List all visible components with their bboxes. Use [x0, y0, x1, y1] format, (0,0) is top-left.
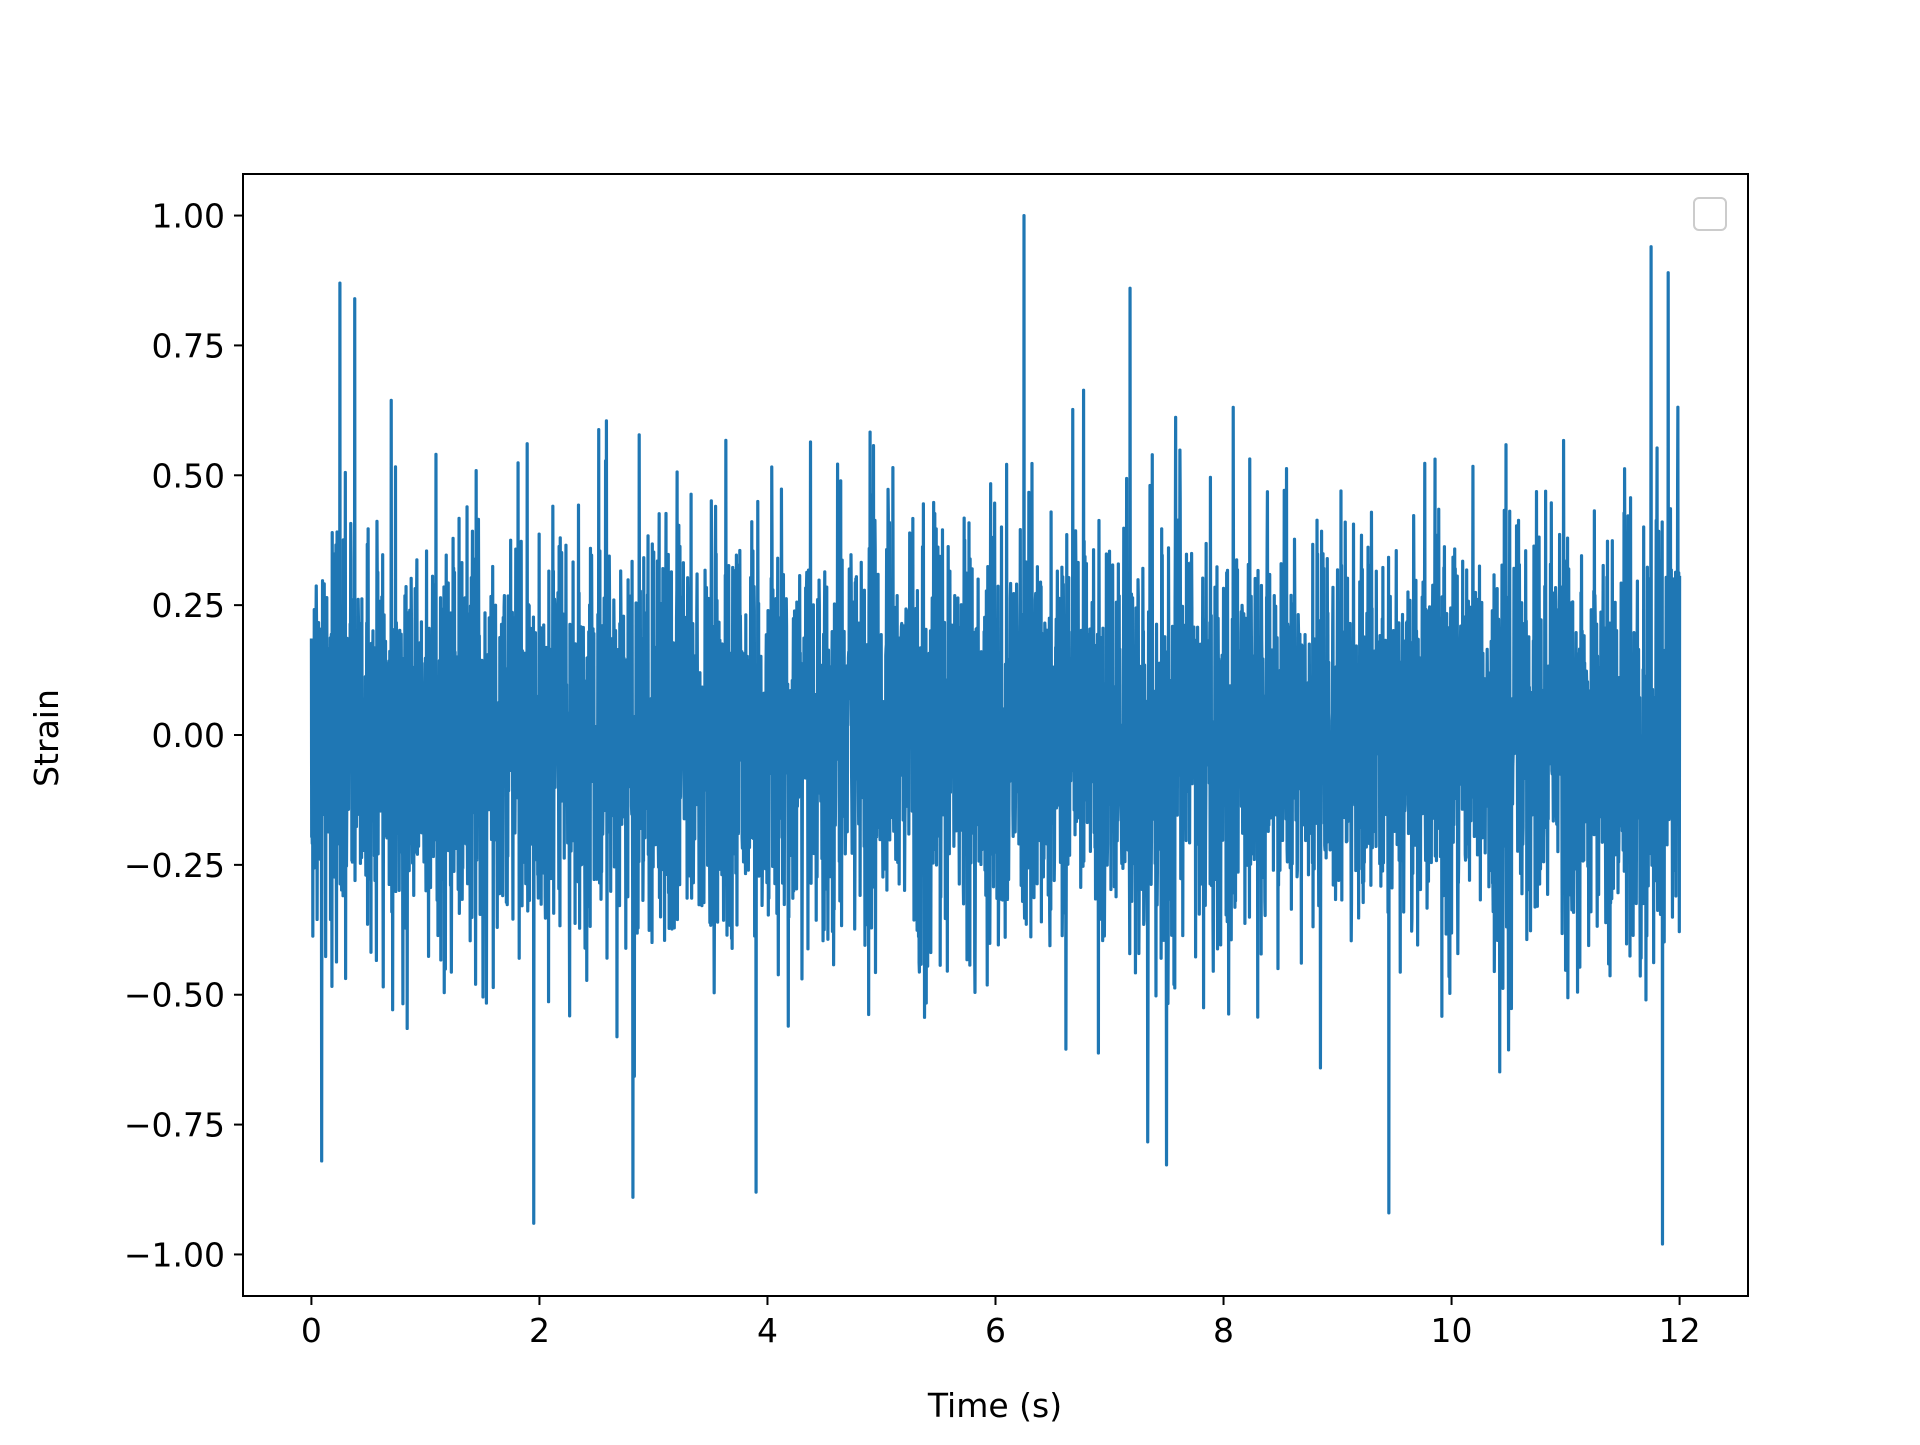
legend: [1693, 197, 1727, 231]
series-layer: [309, 213, 1682, 1246]
y-tick-label: 0.25: [152, 586, 225, 625]
y-tick-label: −1.00: [124, 1235, 225, 1274]
y-tick-label: 0.75: [152, 326, 225, 365]
y-tick-label: −0.25: [124, 846, 225, 885]
x-tick-label: 12: [1659, 1311, 1701, 1350]
y-tick-label: 0.50: [152, 456, 225, 495]
y-tick-label: 1.00: [152, 197, 225, 236]
x-axis-label: Time (s): [927, 1386, 1062, 1425]
strain-series-line: [309, 213, 1682, 1246]
y-tick-label: −0.75: [124, 1106, 225, 1145]
x-tick-label: 10: [1431, 1311, 1473, 1350]
x-tick-label: 6: [985, 1311, 1006, 1350]
x-tick-label: 0: [301, 1311, 322, 1350]
y-tick-label: −0.50: [124, 976, 225, 1015]
x-tick-label: 2: [529, 1311, 550, 1350]
y-axis-label: Strain: [27, 689, 66, 787]
x-tick-label: 8: [1213, 1311, 1234, 1350]
y-tick-label: 0.00: [152, 716, 225, 755]
y-axis: 1.00 0.75 0.50 0.25 0.00 −0.25 −0.50 −0.75 −1.00: [124, 197, 243, 1274]
x-tick-label: 4: [757, 1311, 778, 1350]
x-axis: 0 2 4 6 8 10 12: [301, 1296, 1701, 1350]
